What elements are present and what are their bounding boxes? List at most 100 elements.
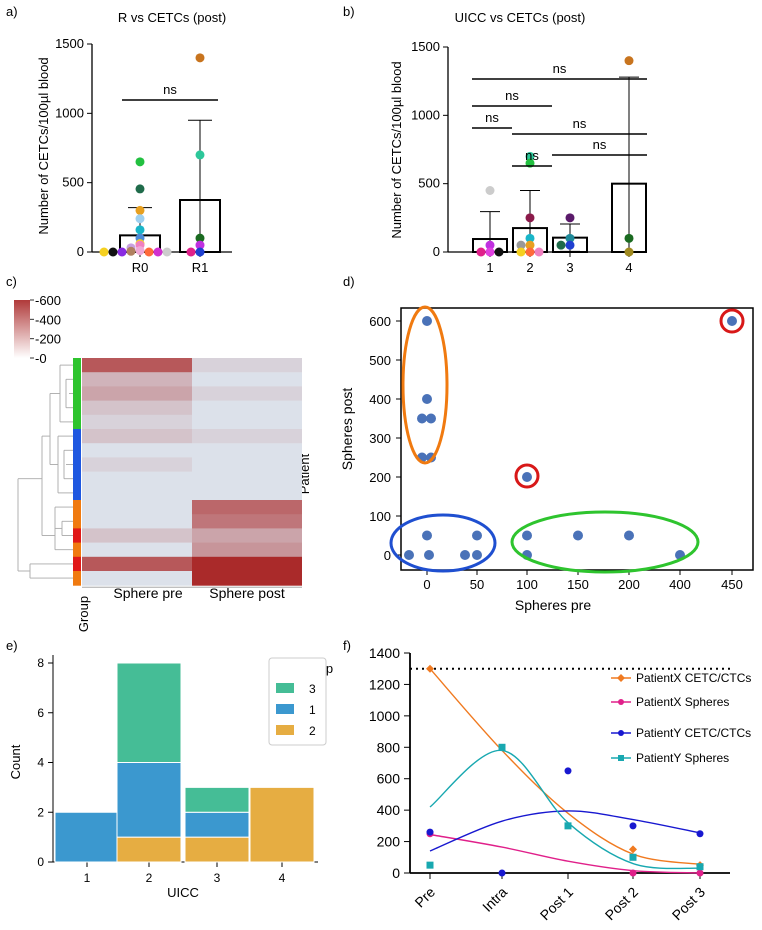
legend-label: PatientX CETC/CTCs <box>636 671 751 685</box>
data-point <box>565 233 575 243</box>
y-tick-label: 1000 <box>369 708 400 724</box>
y-tick-label: 8 <box>37 656 44 670</box>
significance-label: ns <box>593 137 607 152</box>
x-tick-label: 200 <box>618 577 640 592</box>
y-tick-label: 0 <box>392 865 400 881</box>
panel-c-col-sphere-pre: Sphere pre <box>113 585 182 601</box>
data-marker <box>564 767 572 775</box>
plot-frame <box>400 307 754 571</box>
heatmap-cell-pre <box>82 443 192 458</box>
y-tick-label: 300 <box>369 431 391 446</box>
x-tick-label: 450 <box>721 577 743 592</box>
y-tick-label: 600 <box>377 771 401 787</box>
heatmap-cell-pre <box>82 372 192 387</box>
colorbar-tick-label: -400 <box>35 312 61 327</box>
stacked-bar-segment-group-1 <box>184 811 250 838</box>
group-color-cell <box>73 514 81 529</box>
data-point <box>195 233 205 243</box>
y-tick-label: 200 <box>377 834 401 850</box>
data-point <box>494 247 504 257</box>
x-tick-label: Post 2 <box>602 884 642 924</box>
scatter-point <box>404 550 414 560</box>
y-tick-label: 1400 <box>369 645 400 661</box>
panel-label-b: b) <box>343 4 355 19</box>
stacked-bar-segment-group-2 <box>249 786 315 863</box>
x-tick-label: 4 <box>625 260 632 275</box>
y-tick-label: 500 <box>62 175 84 190</box>
y-tick-label: 0 <box>433 244 440 259</box>
data-point <box>525 240 535 250</box>
data-marker <box>696 863 704 871</box>
panel-f-line-chart: 0 200 400 600 800 1000 1200 1400 Pre Intra Post 1 P… <box>369 645 752 923</box>
data-point <box>476 247 486 257</box>
cluster-ellipse-green <box>510 510 700 574</box>
scatter-point <box>422 316 432 326</box>
scatter-point <box>422 530 432 541</box>
x-tick-label: 1 <box>84 871 91 885</box>
stacked-bar-segment-group-2 <box>116 836 182 863</box>
x-tick-label: R1 <box>192 260 209 275</box>
heatmap-cell-post <box>192 443 302 458</box>
panel-label-d: d) <box>343 274 355 289</box>
x-tick-label: 3 <box>566 260 573 275</box>
data-point <box>195 53 205 63</box>
legend-label: PatientY CETC/CTCs <box>636 726 751 740</box>
x-tick-label: R0 <box>132 260 149 275</box>
data-marker <box>498 743 506 751</box>
x-tick-label: Post 3 <box>669 884 709 924</box>
y-tick-label: 100 <box>369 509 391 524</box>
significance-label: ns <box>553 61 567 76</box>
data-marker <box>426 861 434 869</box>
data-point <box>525 213 535 223</box>
data-point <box>565 240 575 250</box>
heatmap-cell-pre <box>82 571 192 586</box>
heatmap-cell-post <box>192 571 302 586</box>
scatter-point <box>624 530 634 541</box>
scatter-point <box>573 530 583 541</box>
stacked-bar-segment-group-1 <box>54 811 120 863</box>
data-point <box>516 240 526 250</box>
group-color-cell <box>73 471 81 487</box>
data-marker <box>629 822 637 830</box>
legend-box <box>268 657 327 746</box>
y-tick-label: 2 <box>37 805 44 819</box>
data-point <box>144 247 154 257</box>
x-tick-label: 100 <box>516 577 538 592</box>
data-point <box>135 214 145 224</box>
scatter-point <box>417 413 427 424</box>
group-color-cell <box>73 571 81 586</box>
x-tick-label: Pre <box>411 884 438 911</box>
group-color-cell <box>73 358 81 373</box>
legend-marker <box>618 730 624 736</box>
y-tick-label: 1200 <box>369 676 400 692</box>
y-tick-label: 600 <box>369 314 391 329</box>
x-tick-label: 400 <box>669 577 691 592</box>
scatter-point <box>424 550 434 560</box>
stacked-bar-segment-group-3 <box>116 662 182 763</box>
legend-swatch-group-3 <box>276 683 294 693</box>
scatter-point <box>426 413 436 424</box>
group-color-cell <box>73 386 81 402</box>
panel-label-f: f) <box>343 638 351 653</box>
heatmap-cell-pre <box>82 386 192 402</box>
y-tick-label: 800 <box>377 739 401 755</box>
data-point <box>485 247 495 257</box>
group-color-cell <box>73 500 81 515</box>
x-tick-label: 2 <box>146 871 153 885</box>
data-point <box>195 247 205 257</box>
y-tick-label: 0 <box>77 244 84 259</box>
legend-label: 1 <box>309 703 316 717</box>
significance-label: ns <box>573 116 587 131</box>
panel-b-title: UICC vs CETCs (post) <box>455 10 586 25</box>
fit-curve-1 <box>429 833 701 874</box>
legend-marker <box>618 699 624 705</box>
significance-label: ns <box>505 88 519 103</box>
group-color-cell <box>73 400 81 416</box>
panel-d-ylabel: Spheres post <box>339 388 355 471</box>
data-point <box>525 151 535 161</box>
group-color-cell <box>73 429 81 444</box>
panel-b-ylabel: Number of CETCs/100µl blood <box>389 61 404 238</box>
data-marker <box>629 853 637 861</box>
significance-label: ns <box>485 110 499 125</box>
